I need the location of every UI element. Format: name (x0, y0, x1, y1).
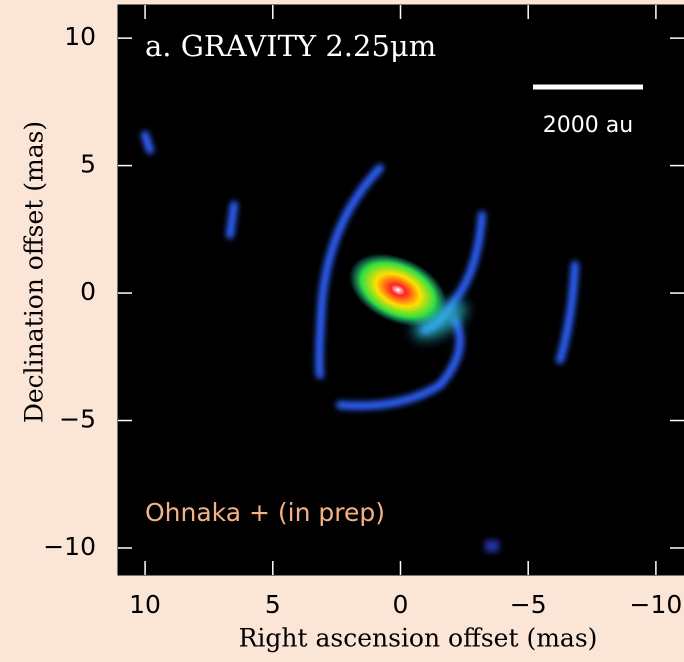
y-tick-label: −10 (43, 532, 96, 561)
x-tick-label: −10 (630, 590, 683, 619)
title: a. GRAVITY 2.25μm (145, 29, 436, 63)
y-tick-label: 0 (80, 277, 96, 306)
image (118, 5, 684, 575)
scale-bar-label: 2000 au (543, 113, 633, 138)
x-axis-label: Right ascension offset (mas) (239, 624, 598, 653)
y-tick-label: −5 (59, 405, 96, 434)
x-tick-label: −5 (510, 590, 547, 619)
x-tick-label: 0 (393, 590, 409, 619)
y-tick-label: 5 (80, 150, 96, 179)
x-tick-label: 5 (265, 590, 281, 619)
figure: a. GRAVITY 2.25μm 2000 au Ohnaka + (in p… (0, 0, 684, 662)
annotation: Ohnaka + (in prep) (145, 498, 385, 527)
x-tick-label: 10 (129, 590, 161, 619)
y-tick-label: 10 (64, 22, 96, 51)
y-axis-label: Declination offset (mas) (20, 121, 49, 423)
